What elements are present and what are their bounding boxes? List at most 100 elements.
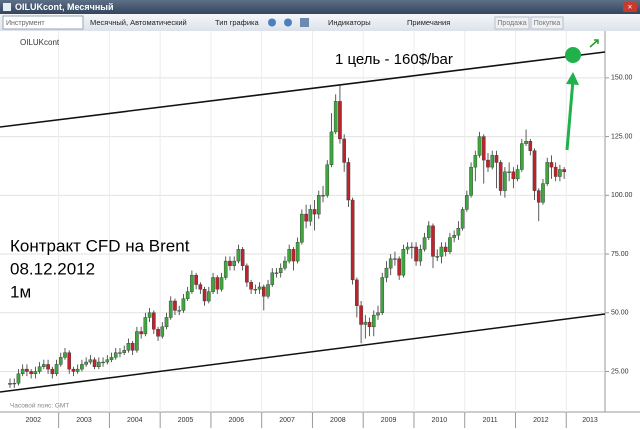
candle-body: [42, 364, 46, 367]
upper-trend-line: [0, 51, 606, 128]
candle-body: [507, 171, 511, 173]
candle-body: [105, 359, 110, 363]
candle-body: [410, 246, 414, 248]
candle-body: [25, 368, 29, 372]
y-tick-label: 75.00: [611, 251, 629, 258]
lower-trend-line: [0, 313, 606, 393]
candle-body: [20, 368, 25, 375]
candle-body: [388, 258, 393, 269]
close-icon[interactable]: ×: [628, 3, 633, 12]
candle-body: [16, 373, 21, 384]
candle-body: [477, 136, 482, 156]
candle-body: [426, 225, 431, 238]
candle-body: [536, 190, 541, 203]
candle-body: [75, 368, 80, 372]
candle-body: [207, 291, 211, 302]
candle-body: [12, 383, 17, 385]
candle-body: [520, 143, 524, 170]
candle-body: [37, 366, 42, 372]
candle-body: [308, 209, 313, 222]
x-tick-label: 2009: [381, 417, 397, 424]
candle-body: [219, 277, 224, 290]
candle-body: [287, 249, 291, 262]
candle-body: [139, 331, 143, 335]
candle-body: [181, 298, 186, 311]
zoom-in[interactable]: [268, 18, 276, 27]
candle-body: [109, 357, 114, 360]
x-tick-label: 2002: [25, 417, 41, 424]
candle-body: [545, 162, 550, 184]
candle-body: [97, 361, 101, 367]
candle-body: [101, 361, 105, 364]
buy-button[interactable]: [530, 16, 564, 30]
candle-body: [384, 267, 389, 278]
candle-body: [405, 246, 410, 250]
candle-body: [443, 246, 448, 252]
candle-body: [473, 155, 478, 168]
candle-body: [194, 274, 198, 285]
fit-button[interactable]: [300, 18, 309, 27]
sell-button[interactable]: [494, 16, 530, 30]
candle-body: [333, 101, 338, 133]
candle-body: [562, 169, 566, 173]
target-arrowhead: [566, 72, 579, 85]
timezone-label: Часовой пояс: GMT: [10, 402, 69, 410]
candle-body: [435, 256, 440, 258]
sell-label[interactable]: Продажа: [497, 20, 526, 27]
zoom-out[interactable]: [284, 18, 292, 27]
candle-body: [304, 213, 308, 222]
x-tick-label: 2007: [279, 417, 295, 424]
candle-body: [329, 131, 334, 165]
candle-body: [558, 169, 562, 177]
candle-body: [173, 300, 177, 311]
candle-body: [541, 183, 545, 203]
candle-body: [494, 155, 499, 163]
chart-type-dropdown[interactable]: Тип графика: [215, 18, 259, 27]
candle-body: [316, 195, 321, 215]
candle-body: [325, 164, 330, 196]
candle-body: [67, 352, 72, 370]
indicators-dropdown[interactable]: Индикаторы: [328, 18, 371, 27]
x-tick-label: 2008: [330, 417, 346, 424]
instrument-input[interactable]: [2, 15, 84, 30]
candle-body: [393, 258, 397, 260]
candle-body: [152, 312, 156, 330]
y-tick-label: 100.00: [611, 192, 633, 199]
x-tick-label: 2010: [432, 417, 448, 424]
candle-body: [185, 291, 190, 299]
window-title: OILUKcont, Месячный: [15, 2, 114, 12]
candle-body: [71, 368, 76, 372]
candle-body: [177, 310, 182, 312]
x-tick-label: 2003: [76, 417, 92, 424]
instrument-placeholder[interactable]: Инструмент: [6, 20, 45, 27]
candle-body: [414, 246, 418, 262]
candle-body: [465, 195, 469, 210]
close-button[interactable]: [623, 2, 637, 12]
candle-body: [456, 227, 461, 236]
candle-body: [481, 136, 486, 161]
buy-label[interactable]: Покупка: [534, 20, 561, 27]
candle-body: [355, 279, 359, 306]
candle-body: [431, 225, 435, 257]
period-dropdown[interactable]: Месячный, Автоматический: [90, 18, 187, 27]
candle-body: [190, 274, 194, 292]
candle-body: [63, 352, 67, 358]
candle-body: [321, 195, 325, 197]
candle-body: [126, 343, 131, 351]
candle-body: [300, 213, 304, 243]
candle-body: [439, 246, 444, 257]
candle-body: [498, 162, 503, 191]
notes-dropdown[interactable]: Примечания: [407, 18, 450, 27]
candle-body: [515, 169, 520, 180]
candle-body: [274, 272, 279, 274]
chart-area: [0, 31, 640, 430]
window-icon: [3, 3, 11, 11]
candle-body: [283, 260, 287, 269]
candle-body: [168, 300, 173, 318]
candle-body: [223, 260, 228, 278]
candle-body: [486, 159, 490, 168]
candle-body: [503, 171, 507, 191]
candle-body: [113, 352, 118, 358]
candle-body: [553, 166, 558, 177]
